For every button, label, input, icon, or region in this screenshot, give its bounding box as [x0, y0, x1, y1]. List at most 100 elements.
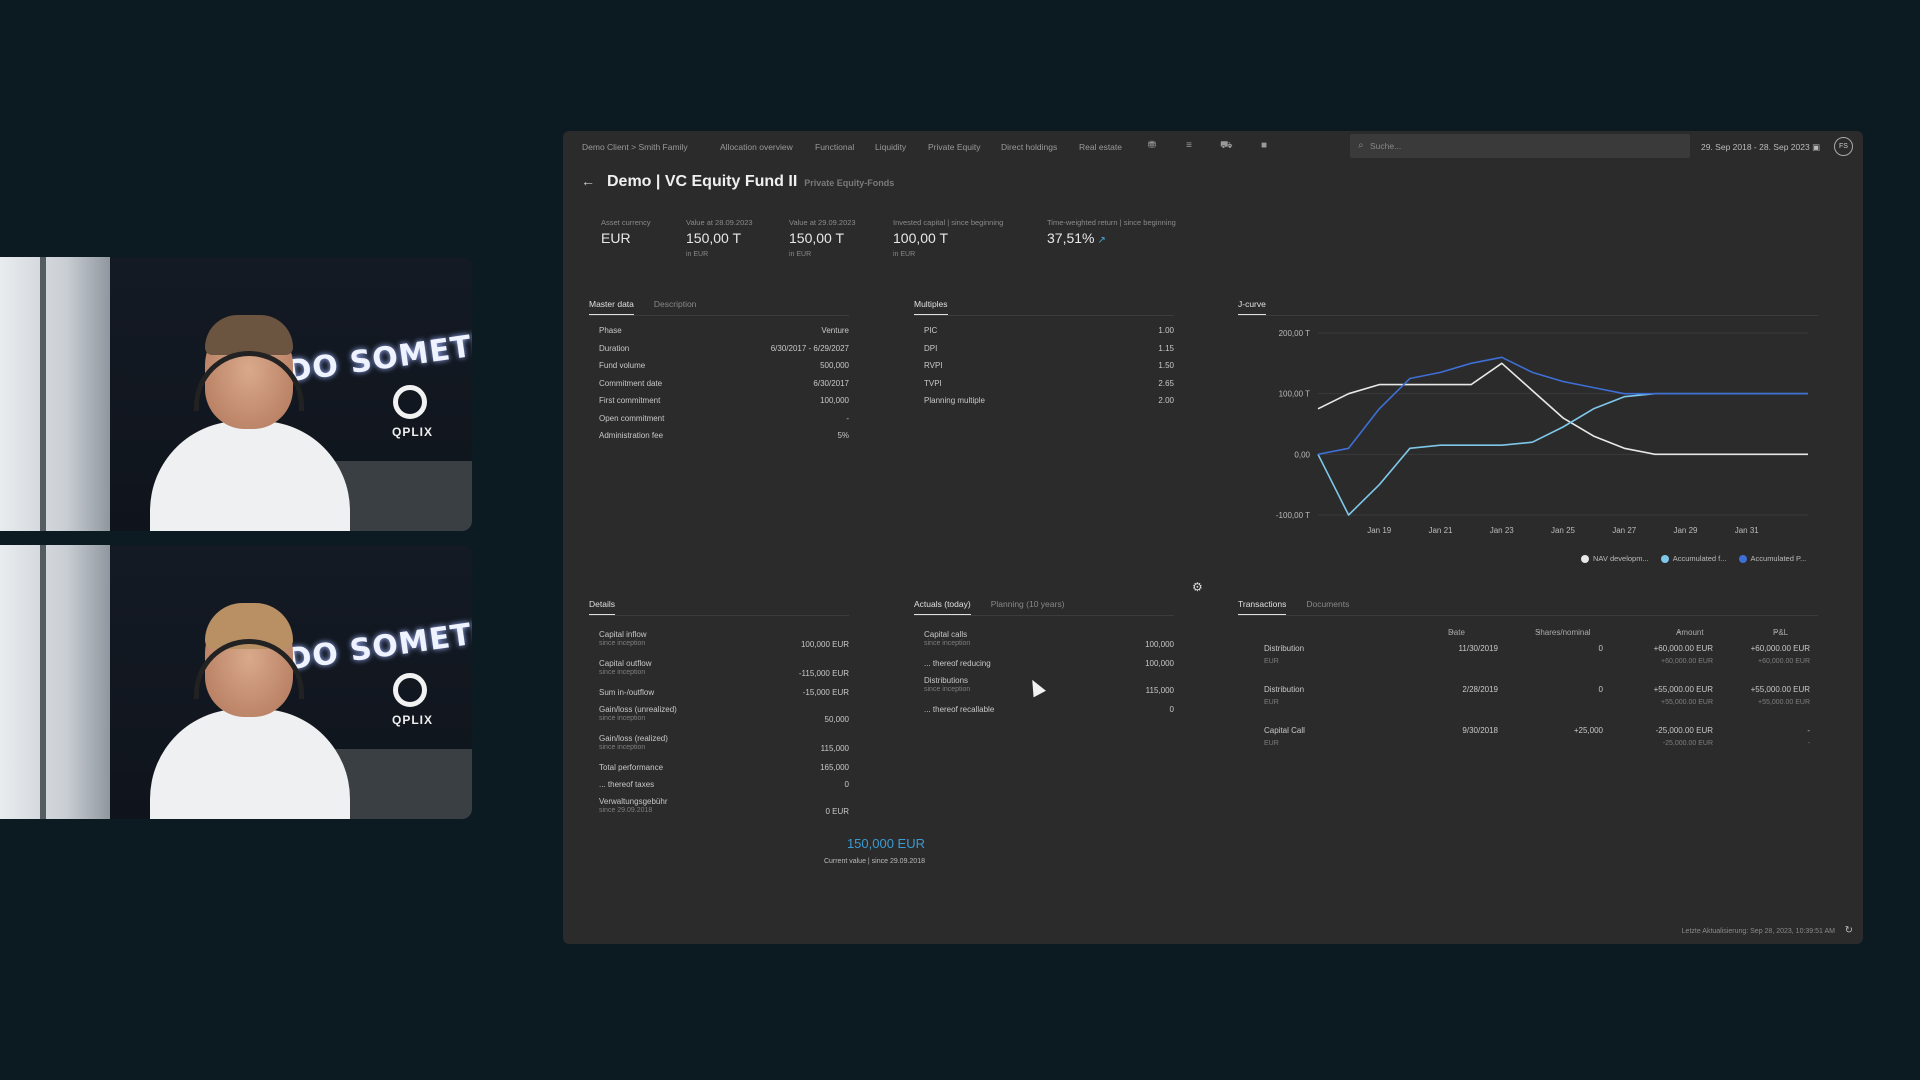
- video-window: [0, 257, 110, 531]
- details-tabs: Details: [589, 599, 849, 616]
- breadcrumb[interactable]: Demo Client > Smith Family: [582, 142, 688, 152]
- calendar-icon: ▣: [1812, 142, 1821, 152]
- search-input[interactable]: ⌕ Suche...: [1350, 134, 1690, 158]
- multiples-tabs: Multiples: [914, 299, 1174, 316]
- tab-planning[interactable]: Planning (10 years): [990, 599, 1065, 609]
- kv-row: TVPI 2.65: [924, 379, 1174, 397]
- kpi-label: Value at 29.09.2023: [789, 218, 856, 227]
- table-row[interactable]: Distribution EUR 2/28/2019 0 +55,000.00 …: [1238, 685, 1818, 726]
- x-tick-label: Jan 31: [1735, 526, 1760, 535]
- tx-currency: EUR: [1264, 740, 1279, 747]
- kv-row: Phase Venture: [599, 326, 849, 344]
- tx-currency: EUR: [1264, 658, 1279, 665]
- chart-legend: NAV developm... Accumulated f... Accumul…: [1581, 554, 1818, 563]
- nav-liquidity[interactable]: Liquidity: [875, 142, 907, 152]
- cart-icon[interactable]: ⛟: [1220, 140, 1233, 151]
- col-header-pl[interactable]: P&L ⌄: [1773, 626, 1789, 637]
- col-header-amount[interactable]: Amount ⌄: [1676, 626, 1704, 637]
- kpi-sub: in EUR: [789, 251, 812, 258]
- top-bar: Demo Client > Smith Family Allocation ov…: [563, 131, 1863, 161]
- date-range-picker[interactable]: 29. Sep 2018 - 28. Sep 2023 ▣: [1701, 142, 1820, 153]
- nav-private-equity[interactable]: Private Equity: [928, 142, 981, 152]
- kv-key: Open commitment: [599, 413, 665, 423]
- series-line-1[interactable]: [1317, 362, 1808, 456]
- jcurve-tabs: J-curve: [1238, 299, 1818, 316]
- briefcase-icon[interactable]: ■: [1260, 140, 1268, 151]
- kv-value: 100,000: [1145, 659, 1174, 668]
- multiples-list: PIC 1.00 DPI 1.15 RVPI 1.50 TVPI 2.65 Planni…: [924, 326, 1174, 414]
- tab-details[interactable]: Details: [589, 599, 615, 615]
- avatar[interactable]: FS: [1834, 137, 1853, 156]
- tab-documents[interactable]: Documents: [1306, 599, 1350, 609]
- tx-date: 2/28/2019: [1462, 685, 1498, 694]
- col-header-date[interactable]: Date ⌄: [1448, 626, 1465, 637]
- kv-row: RVPI 1.50: [924, 361, 1174, 379]
- nav-functional[interactable]: Functional: [815, 142, 855, 152]
- kv-row: Commitment date 6/30/2017: [599, 379, 849, 397]
- nav-allocation-overview[interactable]: Allocation overview: [720, 142, 793, 152]
- col-header-shares[interactable]: Shares/nominal ⌄: [1535, 626, 1591, 637]
- tx-pl: -: [1807, 726, 1810, 735]
- qplix-logo-text: QPLIX: [392, 713, 434, 727]
- kv-row: First commitment 100,000: [599, 396, 849, 414]
- transactions-table: Date ⌄ Shares/nominal ⌄ Amount ⌄ P&L ⌄ D…: [1238, 624, 1818, 767]
- tab-master-data[interactable]: Master data: [589, 299, 634, 315]
- tab-transactions[interactable]: Transactions: [1238, 599, 1287, 615]
- kv-row: Gain/loss (realized) since inception 115,0…: [599, 734, 849, 763]
- kv-value: -: [846, 413, 849, 423]
- tab-description[interactable]: Description: [653, 299, 697, 309]
- col-header-label: Date: [1448, 628, 1465, 637]
- legend-dot-icon: [1738, 554, 1747, 563]
- qplix-logo-icon: [393, 385, 427, 419]
- participant-person: [150, 603, 350, 819]
- tab-j-curve[interactable]: J-curve: [1238, 299, 1266, 315]
- kv-key: Capital outflow: [599, 659, 652, 668]
- back-arrow-icon[interactable]: ←: [581, 173, 595, 189]
- series-line-3[interactable]: [1317, 356, 1808, 456]
- coins-icon[interactable]: ⛃: [1147, 140, 1157, 151]
- tab-multiples[interactable]: Multiples: [914, 299, 948, 315]
- actuals-list: Capital calls since inception 100,000 ... …: [924, 630, 1174, 722]
- legend-label: Accumulated P...: [1750, 554, 1807, 563]
- kv-row: DPI 1.15: [924, 344, 1174, 362]
- kv-key: Total performance: [599, 763, 664, 772]
- table-header: Date ⌄ Shares/nominal ⌄ Amount ⌄ P&L ⌄: [1238, 624, 1818, 644]
- person-body: [150, 709, 350, 819]
- gear-icon[interactable]: ⚙: [1192, 580, 1203, 594]
- kv-row: Sum in-/outflow -15,000 EUR: [599, 688, 849, 705]
- tx-type: Distribution: [1264, 685, 1305, 694]
- table-row[interactable]: Distribution EUR 11/30/2019 0 +60,000.00…: [1238, 644, 1818, 685]
- kpi-label: Invested capital | since beginning: [893, 218, 1004, 227]
- list-icon[interactable]: ≡: [1186, 140, 1192, 151]
- nav-direct-holdings[interactable]: Direct holdings: [1001, 142, 1058, 152]
- tab-actuals[interactable]: Actuals (today): [914, 599, 971, 615]
- kv-subkey: since 29.09.2018: [599, 807, 653, 814]
- kv-key: ... thereof taxes: [599, 780, 655, 789]
- kpi-label: Asset currency: [601, 218, 651, 227]
- video-tile-participant-2: DO SOMETHING GREAT QPLIX: [0, 545, 472, 819]
- legend-item[interactable]: Accumulated P...: [1738, 554, 1807, 563]
- trend-icon[interactable]: ↗: [1097, 235, 1106, 246]
- kv-row: Fund volume 500,000: [599, 361, 849, 379]
- tx-pl-secondary: +55,000.00 EUR: [1758, 699, 1810, 706]
- tx-amount-secondary: +60,000.00 EUR: [1661, 658, 1713, 665]
- kv-row: Duration 6/30/2017 - 6/29/2027: [599, 344, 849, 362]
- kv-value: 5%: [837, 431, 849, 440]
- j-curve-chart: 200,00 T 100,00 T 0,00 -100,00 T Jan 19 Jan 2…: [1238, 313, 1818, 543]
- kv-value: 100,000: [1145, 640, 1174, 649]
- nav-real-estate[interactable]: Real estate: [1079, 142, 1122, 152]
- legend-item[interactable]: NAV developm...: [1581, 554, 1649, 563]
- kv-value: 100,000 EUR: [800, 640, 849, 649]
- table-row[interactable]: Capital Call EUR 9/30/2018 +25,000 -25,0…: [1238, 726, 1818, 767]
- kv-value: 1.15: [1158, 343, 1174, 353]
- refresh-icon[interactable]: ↻: [1844, 925, 1853, 936]
- kpi-value: 100,00 T: [893, 230, 949, 246]
- tx-pl: +55,000.00 EUR: [1750, 685, 1810, 694]
- legend-label: NAV developm...: [1593, 554, 1649, 563]
- tx-shares: 0: [1598, 685, 1603, 694]
- col-header-label: Amount: [1676, 628, 1704, 637]
- legend-item[interactable]: Accumulated f...: [1660, 554, 1727, 563]
- tx-date: 9/30/2018: [1462, 726, 1498, 735]
- kv-key: TVPI: [924, 378, 942, 388]
- app-window: Demo Client > Smith Family Allocation ov…: [563, 131, 1863, 944]
